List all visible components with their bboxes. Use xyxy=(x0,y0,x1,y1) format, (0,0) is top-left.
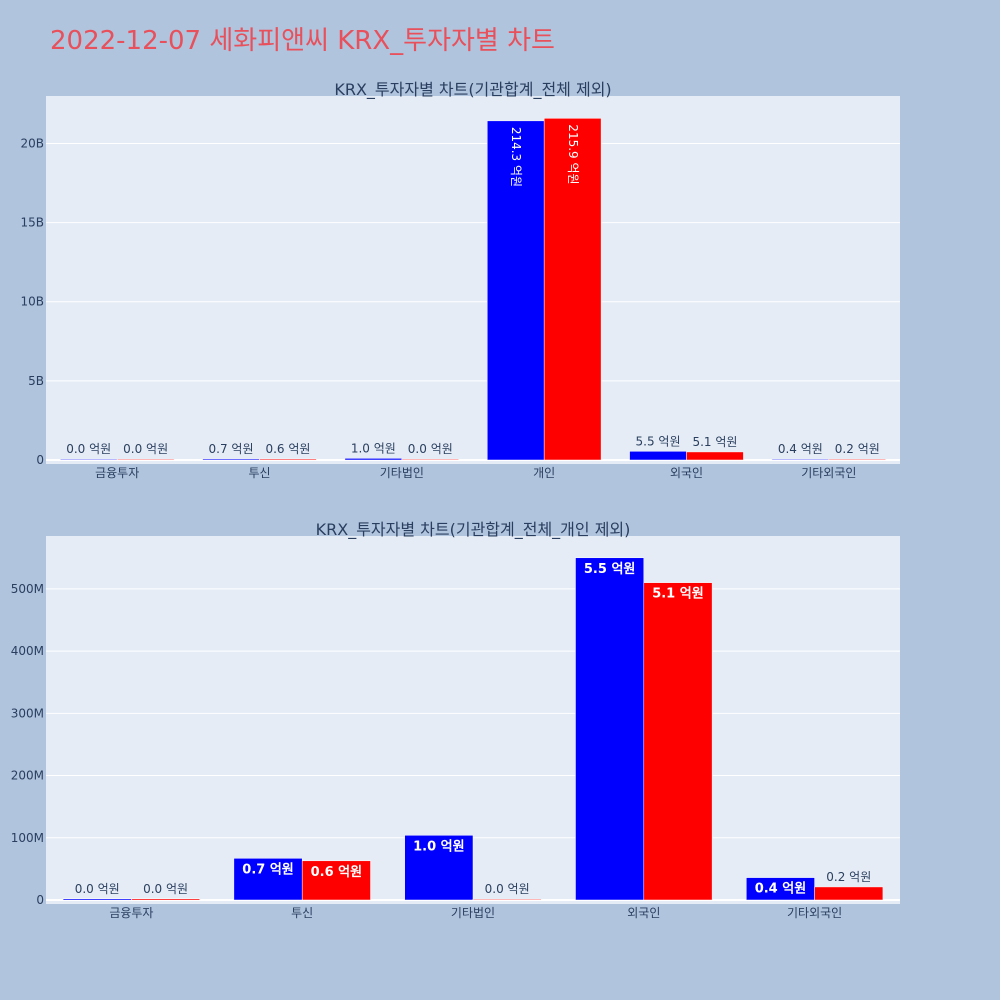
chart-0-bar xyxy=(543,118,602,461)
chart-0-bar xyxy=(828,458,887,461)
chart-0-y-tick-label: 20B xyxy=(20,136,44,150)
chart-1-data-label: 0.0 억원 xyxy=(143,882,188,896)
chart-1-x-tick-label: 외국인 xyxy=(627,906,660,920)
chart-1-data-label: 5.5 억원 xyxy=(584,562,635,577)
page-title: 2022-12-07 세화피앤씨 KRX_투자자별 차트 xyxy=(50,26,555,56)
chart-1-bar xyxy=(472,898,542,901)
chart-0-data-label: 0.0 억원 xyxy=(408,442,453,456)
chart-0-x-tick-label: 개인 xyxy=(533,466,555,480)
chart-0-data-label: 5.1 억원 xyxy=(692,435,737,449)
chart-1-data-label: 0.7 억원 xyxy=(242,862,293,877)
chart-1-bar xyxy=(575,557,645,901)
chart-0-y-tick-label: 5B xyxy=(28,374,44,388)
chart-1-data-label: 0.4 억원 xyxy=(755,882,806,897)
chart-1-title: KRX_투자자별 차트(기관합계_전체_개인 제외) xyxy=(316,520,631,540)
chart-0-data-label: 0.7 억원 xyxy=(209,442,254,456)
chart-1-y-tick-label: 500M xyxy=(11,582,44,596)
chart-1-x-tick-label: 투신 xyxy=(291,906,313,920)
chart-0-x-tick-label: 기타외국인 xyxy=(801,466,856,480)
chart-0-bar xyxy=(486,120,545,461)
chart-0-bar xyxy=(116,458,175,461)
chart-1-bar xyxy=(814,886,884,901)
chart-1-bar xyxy=(301,860,371,901)
chart-0-bar xyxy=(629,451,687,461)
chart-0-y-tick-label: 10B xyxy=(20,295,44,309)
chart-0-data-label: 214.3 억원 xyxy=(509,127,523,187)
chart-1-y-tick-label: 300M xyxy=(11,706,44,720)
chart-1-bar xyxy=(643,582,713,901)
chart-all-investors: 0 5B 10B 15B 20B KRX_투자자별 차트(기관합계_전체 제외) 금융투자 0… xyxy=(20,80,900,480)
chart-1-data-label: 0.0 억원 xyxy=(485,882,530,896)
chart-0-bar xyxy=(686,451,744,461)
chart-1-y-tick-label: 100M xyxy=(11,831,44,845)
chart-0-y-tick-label: 0 xyxy=(36,453,44,467)
chart-0-plot-area xyxy=(46,96,900,464)
chart-0-y-tick-label: 15B xyxy=(20,216,44,230)
chart-0-bar xyxy=(202,458,260,461)
chart-1-bar xyxy=(404,835,474,901)
chart-0-data-label: 0.0 억원 xyxy=(66,442,111,456)
chart-1-y-tick-label: 200M xyxy=(11,769,44,783)
chart-1-bar xyxy=(233,858,303,901)
chart-1-y-tick-label: 0 xyxy=(36,893,44,907)
chart-1-data-label: 0.2 억원 xyxy=(826,870,871,884)
chart-0-x-tick-label: 투신 xyxy=(248,466,270,480)
chart-0-x-tick-label: 외국인 xyxy=(670,466,703,480)
chart-0-bar xyxy=(59,458,118,461)
chart-0-data-label: 1.0 억원 xyxy=(351,441,396,455)
chart-0-data-label: 5.5 억원 xyxy=(636,434,681,448)
chart-1-x-tick-label: 기타법인 xyxy=(451,906,495,920)
chart-0-data-label: 0.4 억원 xyxy=(778,442,823,456)
chart-0-bar xyxy=(344,458,403,461)
chart-1-bar xyxy=(131,898,200,901)
chart-1-data-label: 1.0 억원 xyxy=(413,839,464,854)
chart-excluding-individuals: 0 100M 200M 300M 400M 500M KRX_투자자별 차트(기관합계_전체… xyxy=(11,520,900,920)
chart-0-x-tick-label: 기타법인 xyxy=(380,466,424,480)
chart-1-data-label: 0.0 억원 xyxy=(75,882,120,896)
chart-1-data-label: 0.6 억원 xyxy=(311,865,362,880)
chart-0-data-label: 0.2 억원 xyxy=(835,442,880,456)
chart-0-data-label: 0.0 억원 xyxy=(123,442,168,456)
chart-1-y-tick-label: 400M xyxy=(11,644,44,658)
chart-1-data-label: 5.1 억원 xyxy=(652,587,703,602)
chart-0-bar xyxy=(401,458,460,461)
chart-0-data-label: 215.9 억원 xyxy=(566,124,580,184)
chart-0-x-tick-label: 금융투자 xyxy=(95,466,139,480)
chart-1-x-tick-label: 금융투자 xyxy=(109,906,153,920)
chart-1-bar xyxy=(62,898,132,901)
chart-0-bar xyxy=(771,458,830,461)
chart-0-title: KRX_투자자별 차트(기관합계_전체 제외) xyxy=(334,80,611,100)
chart-0-data-label: 0.6 억원 xyxy=(265,442,310,456)
chart-1-x-tick-label: 기타외국인 xyxy=(787,906,842,920)
chart-0-bar xyxy=(259,458,317,461)
